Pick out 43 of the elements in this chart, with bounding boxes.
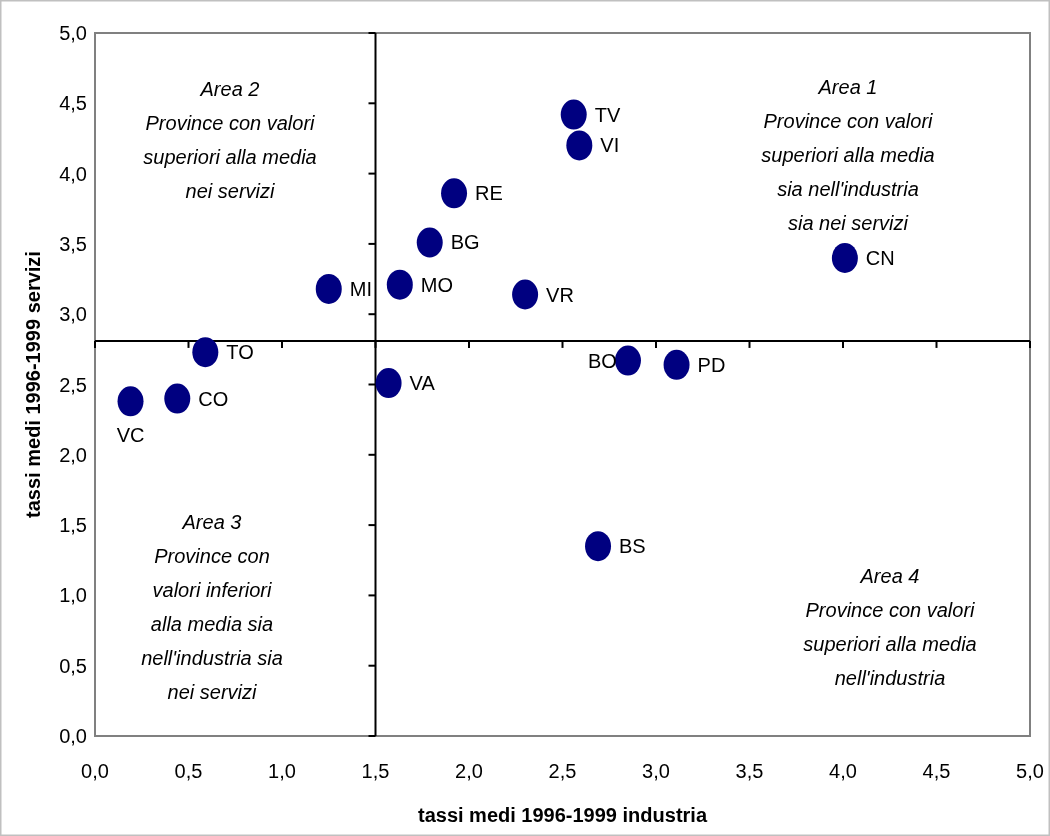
x-tick-label: 0,0 xyxy=(81,760,109,782)
x-tick-label: 3,5 xyxy=(735,760,764,782)
series-label: TV xyxy=(594,103,621,126)
x-tick-label: 0,5 xyxy=(174,760,203,782)
x-tick-label: 4,5 xyxy=(922,760,951,782)
series-label: VI xyxy=(600,134,620,157)
y-tick-label: 0,0 xyxy=(59,725,87,747)
y-tick-label: 3,0 xyxy=(59,303,87,326)
series-label: BS xyxy=(619,535,646,558)
x-axis-title: tassi medi 1996-1999 industria xyxy=(417,804,708,826)
series-label: MI xyxy=(349,277,372,300)
series-label: BG xyxy=(450,231,480,254)
series-label: CO xyxy=(198,387,229,410)
y-tick-label: 1,5 xyxy=(59,514,87,537)
x-tick-label: 3,0 xyxy=(642,760,670,782)
x-tick-label: 2,0 xyxy=(455,760,483,782)
series-label: CN xyxy=(865,246,895,269)
y-tick-label: 4,0 xyxy=(59,162,87,185)
x-tick-label: 1,5 xyxy=(361,760,390,782)
y-tick-label: 3,5 xyxy=(59,232,87,255)
series-label: VA xyxy=(409,372,436,395)
series-label: BO xyxy=(588,349,617,372)
series-label: PD xyxy=(697,353,726,376)
x-tick-label: 2,5 xyxy=(548,760,577,782)
y-tick-label: 2,0 xyxy=(59,443,87,466)
series-label: MO xyxy=(420,273,454,296)
annotation: Area 1 Province con valori superiori alla media sia nell'industria sia nei servizi xyxy=(761,76,935,234)
annotation: Area 2 Province con valori superiori alla media nei servizi xyxy=(143,78,317,202)
y-tick-label: 1,0 xyxy=(59,584,87,607)
y-tick-label: 4,5 xyxy=(59,92,87,115)
series-label: VC xyxy=(116,424,145,447)
y-axis-title: tassi medi 1996-1999 servizi xyxy=(22,251,44,518)
series-label: RE xyxy=(475,182,503,205)
x-tick-label: 4,0 xyxy=(829,760,857,782)
y-tick-label: 5,0 xyxy=(59,22,87,44)
annotation: Area 3 Province con valori inferiori alla media sia nell'industria sia nei servizi xyxy=(141,511,283,703)
y-tick-label: 2,5 xyxy=(59,373,87,396)
series-label: VR xyxy=(546,283,574,306)
series-label: TO xyxy=(226,341,254,364)
y-tick-label: 0,5 xyxy=(59,654,87,677)
x-tick-label: 5,0 xyxy=(1016,760,1044,782)
annotation: Area 4 Province con valori superiori alla media nell'industria xyxy=(803,565,977,689)
x-tick-label: 1,0 xyxy=(268,760,296,782)
